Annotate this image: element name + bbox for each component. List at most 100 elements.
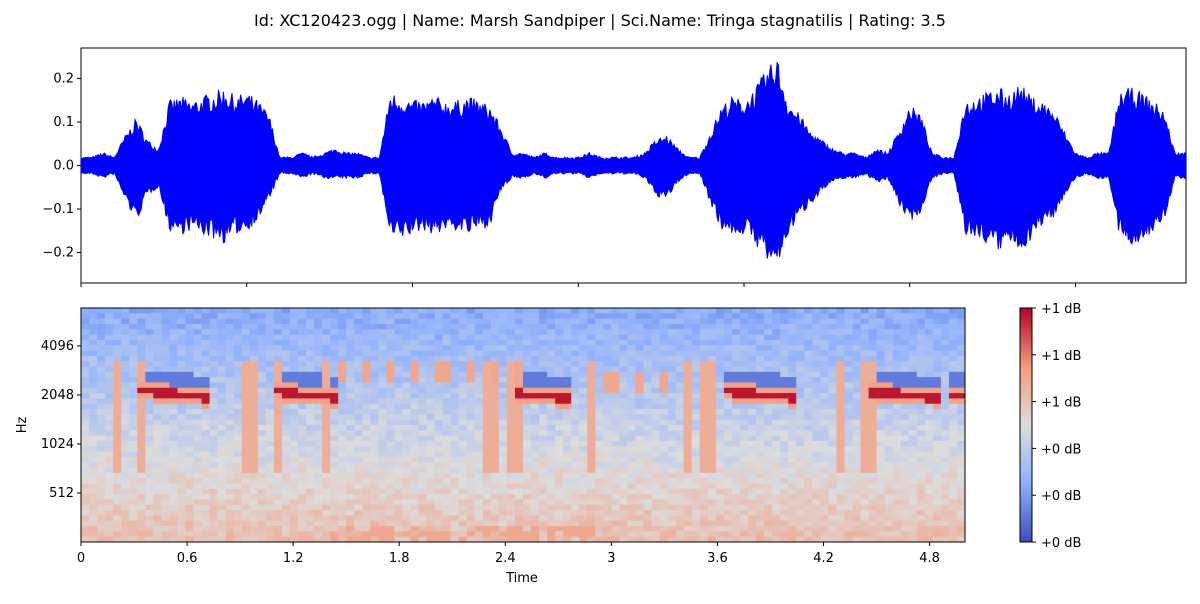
spectrogram-cell [105,329,114,336]
spectrogram-cell [659,510,669,517]
spectrogram-cell [547,318,556,325]
spectrogram-cell [764,467,773,474]
spectrogram-cell [378,339,387,346]
spectrogram-cell [105,361,114,368]
spectrogram-cell [611,382,621,389]
spectrogram-cell [506,366,516,373]
spectrogram-cell [450,531,460,538]
spectrogram-cell [571,520,580,527]
spectrogram-cell [354,488,363,495]
spectrogram-cell [209,387,219,394]
spectrogram-cell [916,488,926,495]
spectrogram-cell [924,430,934,437]
spectrogram-cell [506,329,516,336]
spectrogram-cell [764,494,773,501]
spectrogram-cell [121,313,130,320]
spectrogram-cell [836,387,846,394]
spectrogram-cell [715,308,725,314]
spectrogram-cell [619,329,629,336]
spectrogram-cell [635,414,645,421]
spectrogram-cell [193,419,203,426]
spectrogram-cell [378,355,387,362]
spectrogram-cell [555,510,564,517]
spectrogram-cell [924,488,934,495]
spectrogram-cell [627,510,637,517]
spectrogram-cell [281,531,291,538]
spectrogram-cell [297,403,307,410]
spectrogram-cell [916,526,926,532]
spectrogram-cell [129,350,138,357]
spectrogram-cell [177,414,187,421]
spectrogram-cell [346,419,355,426]
spectrogram-cell [756,361,765,368]
spectrogram-cell [514,526,524,532]
spectrogram-cell [940,361,950,368]
spectrogram-cell [868,531,878,538]
spectrogram-cell [563,403,572,410]
spectrogram-cell [490,467,500,474]
spectrogram-cell [129,398,138,405]
spectrogram-cell [643,526,653,532]
spectrogram-cell [514,462,524,469]
spectrogram-cell [876,371,886,378]
spectrogram-cell [273,435,283,442]
spectrogram-cell [273,355,283,362]
spectrogram-cell [916,472,926,479]
spectrogram-cell [868,313,878,320]
spectrogram-cell [531,462,540,469]
spectrogram-cell [868,371,878,378]
spectrogram-cell [426,387,436,394]
spectrogram-cell [105,403,114,410]
spectrogram-cell [788,536,797,542]
spectrogram-cell [595,355,604,362]
spectrogram-cell [314,462,323,469]
spectrogram-cell [948,451,958,458]
spectrogram-cell [796,536,805,542]
spectrogram-cell [555,393,564,400]
spectrogram-cell [442,414,452,421]
spectrogram-cell [707,339,717,346]
spectrogram-cell [362,393,371,400]
spectrogram-cell [531,355,540,362]
spectrogram-cell [852,494,862,501]
spectrogram-cell [105,371,114,378]
spectrogram-cell [378,313,387,320]
spectrogram-cell [498,366,508,373]
spectrogram-cell [89,350,98,357]
spectrogram-cell [314,409,323,415]
spectrogram-cell [691,472,701,479]
spectrogram-cell [281,488,291,495]
spectrogram-cell [297,313,307,320]
spectrogram-cell [884,361,894,368]
spectrogram-cell [683,393,693,400]
spectrogram-cell [796,526,805,532]
spectrogram-cell [322,446,331,453]
spectrogram-cell [828,467,838,474]
spectrogram-cell [531,451,540,458]
spectrogram-cell [916,308,926,314]
spectrogram-cell [177,355,187,362]
spectrogram-cell [627,409,637,415]
spectrogram-cell [555,430,564,437]
spectrogram-cell [924,355,934,362]
spectrogram-cell [788,515,797,522]
spectrogram-cell [169,409,179,415]
spectrogram-cell [306,339,315,346]
spectrogram-cell [707,425,717,431]
spectrogram-cell [691,440,701,447]
spectrogram-cell [105,387,114,394]
spectrogram-cell [876,339,886,346]
spectrogram-cell [161,515,170,522]
spectrogram-cell [683,510,693,517]
spectrogram-cell [474,318,484,325]
spectrogram-cell [780,526,789,532]
spectrogram-cell [627,536,637,542]
spectrogram-cell [370,456,379,463]
spectrogram-cell [715,339,725,346]
spectrogram-cell [201,526,211,532]
spectrogram-cell [619,425,629,431]
spectrogram-cell [105,334,114,341]
spectrogram-cell [121,446,130,453]
spectrogram-cell [619,350,629,357]
spectrogram-cell [956,510,965,517]
